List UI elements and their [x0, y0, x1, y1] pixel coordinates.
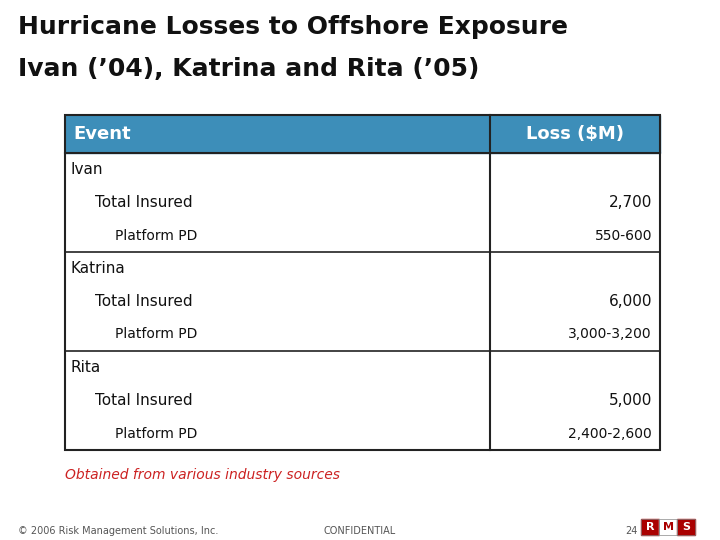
Text: Platform PD: Platform PD: [115, 327, 197, 341]
Text: Ivan: Ivan: [71, 162, 104, 177]
Text: Katrina: Katrina: [71, 261, 126, 276]
Bar: [677, 519, 695, 535]
Text: 2,400-2,600: 2,400-2,600: [568, 427, 652, 441]
Text: 550-600: 550-600: [595, 228, 652, 242]
Text: R: R: [646, 522, 654, 532]
Bar: [65, 384, 660, 417]
Bar: [677, 519, 695, 535]
Text: © 2006 Risk Management Solutions, Inc.: © 2006 Risk Management Solutions, Inc.: [18, 526, 218, 536]
Bar: [641, 519, 659, 535]
Bar: [65, 351, 660, 384]
Text: 24: 24: [625, 526, 637, 536]
Bar: [65, 318, 660, 351]
Bar: [65, 252, 660, 285]
Text: Hurricane Losses to Offshore Exposure: Hurricane Losses to Offshore Exposure: [18, 15, 568, 39]
Text: Total Insured: Total Insured: [95, 294, 193, 309]
Text: Platform PD: Platform PD: [115, 427, 197, 441]
Text: 6,000: 6,000: [608, 294, 652, 309]
Bar: [65, 153, 660, 186]
Text: Rita: Rita: [71, 360, 102, 375]
Text: Event: Event: [73, 125, 130, 143]
Bar: [659, 519, 677, 535]
Bar: [65, 115, 660, 153]
Text: CONFIDENTIAL: CONFIDENTIAL: [324, 526, 396, 536]
Text: Loss ($M): Loss ($M): [526, 125, 624, 143]
Text: M: M: [662, 522, 673, 532]
Bar: [641, 519, 659, 535]
Text: Total Insured: Total Insured: [95, 393, 193, 408]
Text: 2,700: 2,700: [608, 195, 652, 210]
Text: Ivan (’04), Katrina and Rita (’05): Ivan (’04), Katrina and Rita (’05): [18, 57, 480, 81]
Bar: [65, 417, 660, 450]
Bar: [65, 219, 660, 252]
Bar: [65, 186, 660, 219]
Text: 5,000: 5,000: [608, 393, 652, 408]
Bar: [659, 519, 677, 535]
Text: Total Insured: Total Insured: [95, 195, 193, 210]
Text: 3,000-3,200: 3,000-3,200: [568, 327, 652, 341]
Bar: [65, 115, 660, 450]
Bar: [65, 285, 660, 318]
Text: Platform PD: Platform PD: [115, 228, 197, 242]
Text: Obtained from various industry sources: Obtained from various industry sources: [65, 468, 340, 482]
Text: S: S: [682, 522, 690, 532]
